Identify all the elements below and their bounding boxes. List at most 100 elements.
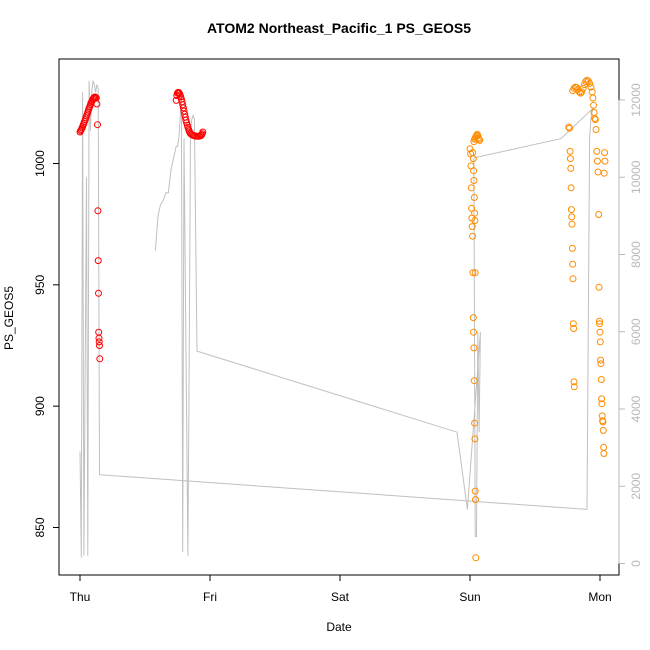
data-point-red	[95, 334, 103, 342]
data-point-orange	[590, 101, 597, 109]
data-point-red	[96, 342, 103, 349]
data-point-orange	[469, 155, 477, 163]
data-point-orange	[601, 149, 609, 157]
data-point-red	[179, 101, 187, 109]
data-point-orange	[471, 269, 479, 277]
data-point-orange	[470, 167, 478, 175]
data-point-orange	[475, 135, 483, 143]
x-axis-label: Date	[326, 620, 352, 634]
data-point-orange	[597, 356, 605, 364]
data-point-orange	[599, 418, 607, 426]
y2-tick-label: 0	[629, 560, 643, 567]
data-point-orange	[598, 395, 606, 403]
data-point-orange	[567, 164, 575, 172]
data-point-orange	[476, 136, 484, 144]
data-point-orange	[601, 157, 609, 165]
data-point-orange	[575, 88, 583, 96]
data-point-orange	[471, 419, 479, 427]
data-point-orange	[565, 123, 573, 131]
data-point-orange	[469, 232, 477, 240]
y2-tick-label: 8000	[629, 241, 643, 268]
data-point-orange	[471, 209, 479, 217]
data-point-red	[95, 338, 103, 346]
right-y-axis: 0 2000 4000 6000 8000 10000 12000	[618, 83, 643, 567]
data-point-orange	[594, 168, 602, 176]
data-point-orange	[567, 206, 575, 214]
left-y-axis: 850 900 950 1000	[33, 150, 60, 538]
data-point-orange	[567, 184, 575, 192]
plot-box	[58, 58, 620, 576]
data-point-orange	[566, 147, 574, 155]
data-point-red	[93, 100, 101, 108]
y-tick-label: 850	[33, 517, 47, 537]
data-point-orange	[469, 269, 477, 277]
data-point-red	[96, 355, 104, 363]
x-tick-label: Thu	[70, 590, 91, 604]
data-point-orange	[600, 443, 608, 451]
data-point-orange	[472, 554, 480, 562]
x-axis: Thu Fri Sat Sun Mon	[70, 574, 612, 604]
data-point-orange	[586, 79, 594, 87]
y2-tick-label: 12000	[629, 83, 643, 117]
data-point-orange	[470, 177, 478, 184]
x-tick-label: Sun	[459, 590, 480, 604]
data-point-orange	[569, 275, 577, 283]
data-point-orange	[597, 376, 605, 383]
data-point-orange	[566, 155, 574, 163]
y2-tick-label: 10000	[629, 160, 643, 194]
data-point-orange	[470, 377, 478, 385]
data-point-red	[92, 93, 100, 101]
y2-tick-label: 4000	[629, 395, 643, 422]
data-point-red	[94, 121, 101, 129]
data-point-orange	[472, 496, 479, 504]
data-point-orange	[570, 378, 578, 386]
y-tick-label: 900	[33, 396, 47, 416]
altitude-line	[79, 80, 594, 558]
data-point-orange	[598, 400, 606, 408]
data-point-red	[94, 257, 102, 265]
data-point-orange	[596, 320, 604, 328]
data-point-orange	[467, 184, 475, 192]
data-point-orange	[587, 83, 595, 91]
data-point-orange	[593, 147, 601, 155]
data-point-orange	[582, 78, 590, 85]
y2-tick-label: 6000	[629, 318, 643, 345]
data-point-red	[199, 128, 207, 136]
data-point-orange	[568, 244, 576, 252]
data-point-orange	[471, 435, 479, 443]
data-point-orange	[589, 94, 597, 102]
data-point-orange	[595, 211, 603, 218]
y2-tick-label: 2000	[629, 473, 643, 500]
data-point-orange	[569, 260, 577, 268]
data-point-red	[197, 132, 205, 140]
data-point-orange	[568, 213, 576, 221]
data-point-orange	[471, 217, 479, 224]
data-point-orange	[470, 328, 477, 336]
data-point-orange	[471, 487, 479, 495]
data-point-orange	[600, 169, 608, 177]
data-point-red	[179, 104, 187, 112]
data-point-orange	[569, 320, 577, 328]
data-point-orange	[570, 325, 578, 332]
data-point-red	[94, 207, 102, 215]
data-point-orange	[592, 126, 600, 133]
data-point-orange	[597, 360, 605, 368]
y-tick-label: 950	[33, 275, 47, 295]
x-tick-label: Sat	[331, 590, 350, 604]
y-tick-label: 1000	[33, 150, 47, 177]
data-point-orange	[566, 124, 573, 132]
data-point-orange	[595, 317, 603, 325]
chart-title: ATOM2 Northeast_Pacific_1 PS_GEOS5	[207, 20, 471, 36]
y-axis-label: PS_GEOS5	[2, 286, 16, 350]
data-point-orange	[568, 220, 576, 228]
data-point-orange	[600, 450, 608, 457]
data-point-orange	[599, 426, 607, 434]
x-tick-label: Mon	[588, 590, 611, 604]
data-point-orange	[579, 84, 587, 92]
data-point-orange	[469, 314, 477, 322]
data-point-orange	[570, 383, 578, 391]
data-point-orange	[596, 338, 604, 346]
data-point-orange	[468, 223, 476, 231]
data-point-orange	[470, 344, 478, 352]
